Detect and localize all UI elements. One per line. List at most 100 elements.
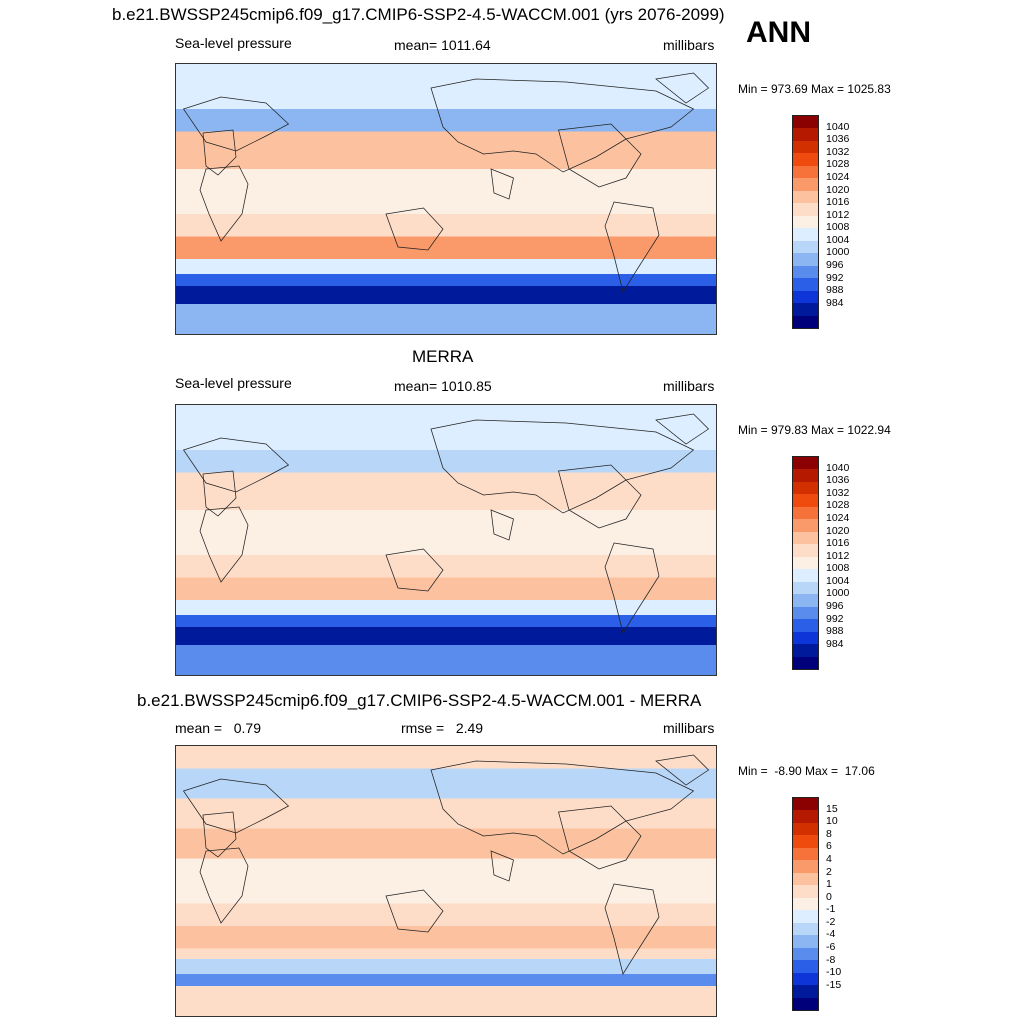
pressure-band bbox=[176, 948, 716, 959]
colorbar-swatch bbox=[793, 140, 818, 154]
colorbar-swatch bbox=[793, 972, 818, 986]
coastline bbox=[604, 542, 660, 634]
colorbar-swatch bbox=[793, 531, 818, 545]
coastline bbox=[430, 78, 695, 173]
coastline bbox=[199, 847, 249, 924]
pressure-band bbox=[176, 746, 716, 769]
colorbar-tick-label: 8 bbox=[826, 827, 832, 840]
pressure-band bbox=[176, 169, 716, 214]
panel-1-variable: Sea-level pressure bbox=[175, 35, 292, 51]
colorbar-swatch bbox=[793, 494, 818, 507]
panel-2-units: millibars bbox=[663, 378, 715, 394]
panel-2-colorbar bbox=[792, 456, 819, 670]
colorbar-swatch bbox=[793, 228, 818, 241]
colorbar-tick-label: -1 bbox=[826, 903, 836, 916]
colorbar-swatch bbox=[793, 303, 818, 316]
colorbar-swatch bbox=[793, 581, 818, 595]
colorbar-swatch bbox=[793, 835, 818, 848]
colorbar-swatch bbox=[793, 810, 818, 823]
coastline bbox=[430, 760, 695, 855]
panel-3-units: millibars bbox=[663, 720, 715, 736]
pressure-band bbox=[176, 645, 716, 675]
colorbar-tick-label: -4 bbox=[826, 928, 836, 941]
coastline bbox=[655, 413, 710, 445]
colorbar-tick-label: 2 bbox=[826, 865, 832, 878]
coastline bbox=[604, 201, 660, 293]
panel-1-map bbox=[175, 63, 717, 335]
colorbar-swatch bbox=[793, 997, 818, 1010]
colorbar-tick-label: 1024 bbox=[826, 170, 850, 183]
colorbar-swatch bbox=[793, 569, 818, 582]
colorbar-swatch bbox=[793, 935, 818, 948]
colorbar-tick-label: 984 bbox=[826, 637, 844, 650]
colorbar-tick-label: 15 bbox=[826, 802, 838, 815]
coastline bbox=[655, 72, 710, 104]
panel-1-title: b.e21.BWSSP245cmip6.f09_g17.CMIP6-SSP2-4… bbox=[112, 5, 725, 24]
coastline bbox=[490, 850, 514, 882]
pressure-band bbox=[176, 472, 716, 510]
pressure-band bbox=[176, 615, 716, 627]
colorbar-tick-label: 996 bbox=[826, 259, 844, 272]
pressure-band bbox=[176, 974, 716, 986]
pressure-band bbox=[176, 236, 716, 259]
panel-1-units: millibars bbox=[663, 37, 715, 53]
colorbar-swatch bbox=[793, 594, 818, 607]
colorbar-tick-label: -8 bbox=[826, 953, 836, 966]
panel-3-colorbar bbox=[792, 797, 819, 1011]
colorbar-swatch bbox=[793, 165, 818, 179]
colorbar-tick-label: 988 bbox=[826, 284, 844, 297]
panel-3-map bbox=[175, 745, 717, 1017]
colorbar-swatch bbox=[793, 619, 818, 632]
colorbar-swatch bbox=[793, 897, 818, 911]
colorbar-tick-label: 4 bbox=[826, 852, 832, 865]
panel-3-title: b.e21.BWSSP245cmip6.f09_g17.CMIP6-SSP2-4… bbox=[137, 691, 702, 710]
colorbar-tick-label: 1028 bbox=[826, 158, 850, 171]
colorbar-tick-label: 10 bbox=[826, 815, 838, 828]
coastline bbox=[182, 437, 290, 493]
colorbar-swatch bbox=[793, 506, 818, 520]
panel-1-minmax: Min = 973.69 Max = 1025.83 bbox=[738, 82, 891, 96]
pressure-band bbox=[176, 286, 716, 304]
colorbar-tick-label: 992 bbox=[826, 612, 844, 625]
panel-1-mean: mean= 1011.64 bbox=[394, 37, 491, 53]
pressure-band bbox=[176, 986, 716, 1016]
coastline bbox=[604, 883, 660, 975]
colorbar-tick-label: 1 bbox=[826, 878, 832, 891]
panel-2-map bbox=[175, 404, 717, 676]
colorbar-tick-label: 1016 bbox=[826, 196, 850, 209]
colorbar-tick-label: 1040 bbox=[826, 461, 850, 474]
pressure-band bbox=[176, 798, 716, 829]
colorbar-swatch bbox=[793, 860, 818, 873]
colorbar-tick-label: 1008 bbox=[826, 562, 850, 575]
colorbar-tick-label: 1028 bbox=[826, 499, 850, 512]
colorbar-swatch bbox=[793, 240, 818, 254]
coastline bbox=[182, 96, 290, 152]
colorbar-swatch bbox=[793, 190, 818, 204]
colorbar-swatch bbox=[793, 203, 818, 216]
coastline bbox=[558, 464, 642, 529]
colorbar-tick-label: -15 bbox=[826, 978, 842, 991]
colorbar-swatch bbox=[793, 278, 818, 291]
colorbar-swatch bbox=[793, 885, 818, 898]
pressure-band bbox=[176, 627, 716, 645]
pressure-band bbox=[176, 600, 716, 615]
colorbar-tick-label: 1000 bbox=[826, 246, 850, 259]
panel-3-minmax: Min = -8.90 Max = 17.06 bbox=[738, 764, 875, 778]
pressure-band bbox=[176, 828, 716, 859]
colorbar-swatch bbox=[793, 315, 818, 328]
colorbar-swatch bbox=[793, 457, 818, 470]
pressure-band bbox=[176, 903, 716, 926]
colorbar-tick-label: -6 bbox=[826, 941, 836, 954]
colorbar-tick-label: 1036 bbox=[826, 133, 850, 146]
coastline bbox=[385, 548, 444, 592]
colorbar-swatch bbox=[793, 822, 818, 836]
colorbar-tick-label: -2 bbox=[826, 915, 836, 928]
colorbar-swatch bbox=[793, 556, 818, 570]
colorbar-tick-label: -10 bbox=[826, 966, 842, 979]
colorbar-tick-label: 1036 bbox=[826, 474, 850, 487]
colorbar-tick-label: 984 bbox=[826, 296, 844, 309]
colorbar-tick-label: 1032 bbox=[826, 486, 850, 499]
coastline bbox=[490, 509, 514, 541]
colorbar-tick-label: 1004 bbox=[826, 233, 850, 246]
colorbar-tick-label: 1016 bbox=[826, 537, 850, 550]
